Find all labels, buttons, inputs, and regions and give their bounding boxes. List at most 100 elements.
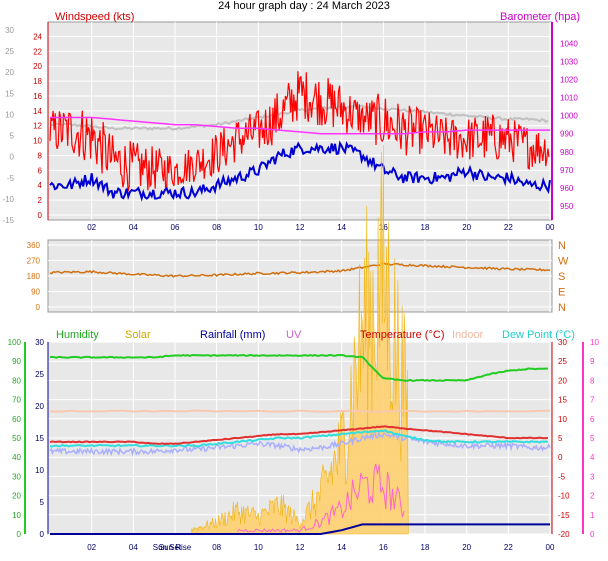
temp-x-tick-label: 18 — [421, 543, 430, 552]
wind-x-tick-label: 18 — [421, 223, 430, 232]
rain-tick-label: 25 — [35, 370, 44, 379]
baro-tick-label: 1020 — [560, 76, 578, 85]
humidity-tick-label: 70 — [12, 396, 21, 405]
windspeed-line — [49, 71, 550, 192]
temp-tick-label: -10 — [558, 492, 570, 501]
rain-tick-label: 10 — [35, 466, 44, 475]
temp-x-tick-label: 20 — [462, 543, 471, 552]
wind-tick-label: 24 — [33, 32, 42, 41]
wind-outer-tick-label: 25 — [5, 47, 14, 56]
rain-label: Rainfall (mm) — [200, 329, 265, 341]
humidity-tick-label: 40 — [12, 453, 21, 462]
temp-tick-label: 5 — [558, 434, 563, 443]
temp-tick-label: 20 — [558, 376, 567, 385]
baro-gray-line — [49, 104, 549, 131]
temp-x-tick-label: 02 — [87, 543, 96, 552]
wind-x-tick-label: 20 — [462, 223, 471, 232]
indoor-line — [49, 409, 551, 413]
humidity-tick-label: 80 — [12, 376, 21, 385]
direction-panel-series — [49, 262, 551, 278]
barometer-line — [50, 116, 550, 135]
uv-tick-label: 0 — [590, 530, 595, 539]
baro-tick-label: 1000 — [560, 112, 578, 121]
uv-tick-label: 1 — [590, 511, 595, 520]
dewpoint-line — [50, 429, 549, 448]
page-title: 24 hour graph day : 24 March 2023 — [218, 0, 390, 12]
wind-tick-label: 20 — [33, 62, 42, 71]
humidity-label: Humidity — [56, 329, 99, 341]
uv-line — [237, 463, 405, 533]
direction-panel-grid — [48, 240, 552, 312]
wind-tick-label: 22 — [33, 47, 42, 56]
wind-tick-label: 8 — [38, 151, 43, 160]
wind-x-tick-label: 14 — [337, 223, 346, 232]
rain-tick-label: 15 — [35, 434, 44, 443]
humidity-tick-label: 20 — [12, 492, 21, 501]
wind-x-tick-label: 04 — [129, 223, 138, 232]
wind-tick-label: 18 — [33, 77, 42, 86]
temp-tick-label: -20 — [558, 530, 570, 539]
solar-label: Solar — [125, 329, 151, 341]
wind-outer-tick-label: -5 — [7, 174, 15, 183]
uv-label: UV — [286, 329, 302, 341]
temp-panel-axes: 1009080706050403020100302520151050302520… — [8, 338, 600, 552]
wind-tick-label: 14 — [33, 107, 42, 116]
wind-outer-tick-label: 5 — [10, 132, 15, 141]
wind-panel-series — [49, 71, 551, 202]
baro-tick-label: 1010 — [560, 94, 578, 103]
humidity-tick-label: 10 — [12, 511, 21, 520]
temp-x-tick-label: 10 — [254, 543, 263, 552]
wind-tick-label: 10 — [33, 137, 42, 146]
temp-tick-label: -5 — [558, 472, 566, 481]
humidity-tick-label: 100 — [8, 338, 22, 347]
wind-x-tick-label: 02 — [87, 223, 96, 232]
humidity-line — [49, 353, 549, 382]
wind-axis-label: Windspeed (kts) — [55, 11, 134, 23]
baro-tick-label: 1040 — [560, 39, 578, 48]
baro-tick-label: 960 — [560, 184, 574, 193]
wind-x-tick-label: 10 — [254, 223, 263, 232]
compass-tick-label: N — [558, 302, 566, 314]
temp-panel-series — [49, 144, 551, 535]
wind-tick-label: 0 — [38, 211, 43, 220]
rain-tick-label: 0 — [40, 530, 45, 539]
wind-outer-tick-label: -10 — [2, 195, 14, 204]
uv-tick-label: 4 — [590, 453, 595, 462]
baro-tick-label: 970 — [560, 166, 574, 175]
direction-tick-label: 270 — [27, 257, 41, 266]
temp-x-tick-label: 04 — [129, 543, 138, 552]
compass-tick-label: W — [558, 256, 569, 268]
wind-outer-tick-label: 30 — [5, 26, 14, 35]
dewpoint-label: Dew Point (°C) — [502, 329, 575, 341]
wind-tick-label: 16 — [33, 92, 42, 101]
compass-tick-label: N — [558, 240, 566, 252]
rain-tick-label: 30 — [35, 338, 44, 347]
direction-tick-label: 360 — [27, 241, 41, 250]
temp-tick-label: 25 — [558, 357, 567, 366]
rainfall-line — [50, 523, 550, 535]
temp-tick-label: 10 — [558, 415, 567, 424]
temp-x-tick-label: Sun Rise — [159, 543, 192, 552]
wind-tick-label: 6 — [38, 166, 43, 175]
compass-tick-label: E — [558, 287, 565, 299]
uv-tick-label: 6 — [590, 415, 595, 424]
wind-x-tick-label: 06 — [171, 223, 180, 232]
baro-tick-label: 950 — [560, 202, 574, 211]
wind-direction-line — [49, 262, 551, 278]
temp-tick-label: 30 — [558, 338, 567, 347]
uv-tick-label: 8 — [590, 376, 595, 385]
direction-tick-label: 180 — [27, 272, 41, 281]
baro-axis-label: Barometer (hpa) — [500, 11, 580, 23]
direction-tick-label: 0 — [36, 303, 41, 312]
wind-tick-label: 12 — [33, 122, 42, 131]
wind-x-tick-label: 22 — [504, 223, 513, 232]
wind-outer-tick-label: 10 — [5, 110, 14, 119]
lavender-line — [49, 430, 551, 457]
temp-x-tick-label: 12 — [296, 543, 305, 552]
temp-x-tick-label: 22 — [504, 543, 513, 552]
temp-x-tick-label: 16 — [379, 543, 388, 552]
rain-tick-label: 20 — [35, 402, 44, 411]
temp-tick-label: -15 — [558, 511, 570, 520]
